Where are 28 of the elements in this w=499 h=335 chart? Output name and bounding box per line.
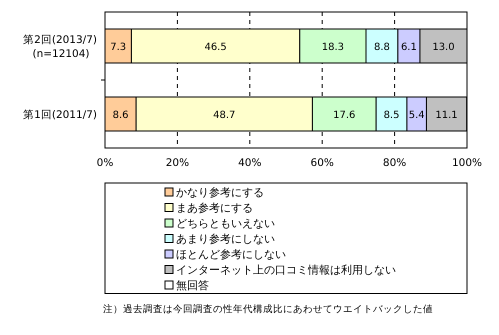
data-label: 46.5	[204, 42, 227, 53]
data-label: 17.6	[333, 110, 356, 121]
data-label: 8.5	[384, 110, 400, 121]
data-label: 6.1	[400, 42, 417, 53]
data-label: 18.3	[322, 42, 344, 53]
legend-label: どちらともいえない	[176, 217, 275, 230]
data-label: 8.8	[374, 42, 390, 53]
legend-label: まあ参考にする	[176, 202, 253, 214]
y-tick-label: 第2回(2013/7) (n=12104)	[23, 34, 97, 60]
data-label: 8.6	[112, 110, 129, 121]
y-tick-label: 第1回(2011/7)	[23, 109, 97, 121]
legend-label: あまり参考にしない	[176, 232, 275, 246]
data-label: 11.1	[435, 110, 458, 121]
x-tick-label: 40%	[238, 157, 262, 169]
data-label: 5.4	[408, 110, 425, 121]
x-tick-label: 60%	[310, 157, 334, 169]
x-tick-label: 20%	[166, 157, 190, 169]
x-tick-label: 100%	[452, 157, 482, 169]
legend-label: 無回答	[176, 279, 209, 292]
data-label: 13.0	[432, 42, 455, 53]
x-tick-label: 80%	[382, 157, 406, 169]
legend-label: インターネット上の口コミ情報は利用しない	[176, 264, 396, 276]
x-tick-label: 0%	[96, 157, 114, 169]
data-label: 48.7	[213, 110, 236, 121]
text: 注）過去調査は今回調査の性年代構成比にあわせてウエイトバックした値	[103, 303, 433, 315]
legend-label: かなり参考にする	[176, 186, 264, 199]
legend-label: ほとんど参考にしない	[176, 248, 286, 261]
data-label: 7.3	[110, 42, 126, 53]
